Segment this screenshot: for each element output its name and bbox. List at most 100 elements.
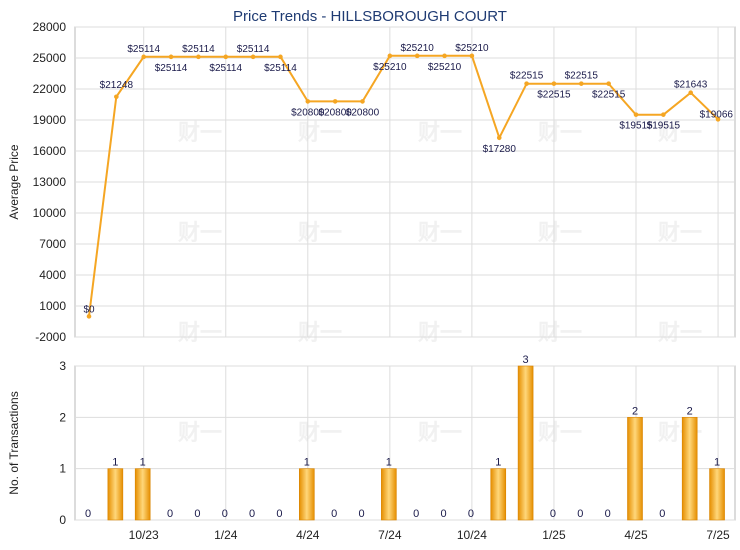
watermark-text: 财一: [178, 421, 222, 446]
transaction-bar: [517, 365, 534, 521]
price-data-label: $20800: [318, 107, 352, 118]
x-axis-tick-label: 7/25: [706, 528, 730, 542]
price-point: [715, 117, 721, 122]
watermark-text: 财一: [418, 321, 462, 346]
transaction-bar-label: 0: [577, 508, 583, 520]
price-data-label: $19515: [619, 121, 653, 132]
line-chart-y-tick-label: 25000: [33, 51, 67, 65]
transaction-bar-label: 0: [85, 508, 91, 520]
x-axis-tick-label: 7/24: [378, 528, 402, 542]
price-data-label: $19066: [700, 109, 734, 120]
line-chart-y-tick-label: 7000: [39, 237, 66, 251]
transaction-bar-label: 0: [249, 508, 255, 520]
price-data-label: $25114: [155, 63, 188, 74]
transaction-bar-label: 0: [331, 508, 337, 520]
price-line: [88, 54, 719, 317]
x-axis-tick-label: 10/23: [129, 528, 159, 542]
price-data-label: $20800: [291, 107, 325, 118]
transaction-bar-label: 1: [386, 457, 392, 469]
transaction-bar: [627, 417, 643, 521]
transaction-bar-label: 2: [632, 405, 638, 417]
transaction-bar: [134, 468, 151, 521]
price-data-label: $25114: [237, 44, 270, 55]
line-chart-y-tick-label: 13000: [33, 175, 67, 189]
price-data-label: $25114: [209, 63, 242, 74]
price-data-label: $22515: [592, 90, 626, 101]
price-data-label: $25210: [455, 43, 489, 54]
price-point: [250, 54, 256, 60]
transaction-bar-label: 0: [276, 508, 282, 520]
watermark-text: 财一: [298, 321, 342, 346]
watermark-text: 财一: [418, 121, 462, 146]
price-point: [606, 81, 611, 86]
transaction-bar-label: 1: [495, 457, 501, 469]
bar-chart-y-tick-label: 0: [59, 513, 66, 527]
price-point: [196, 54, 201, 60]
transaction-bar-label: 0: [222, 508, 228, 520]
price-point: [524, 81, 529, 86]
transaction-bar: [709, 468, 725, 521]
transaction-bar-label: 0: [659, 508, 665, 520]
price-point: [579, 81, 584, 86]
watermark-text: 财一: [418, 421, 462, 446]
price-point: [332, 99, 338, 104]
price-data-label: $21643: [674, 80, 708, 91]
bar-chart-y-tick-label: 3: [59, 359, 66, 373]
transaction-bar: [381, 468, 397, 521]
line-chart-y-tick-label: -2000: [35, 330, 66, 344]
transaction-bar-label: 1: [304, 457, 310, 469]
line-chart-y-tick-label: 28000: [33, 20, 67, 34]
price-data-label: $21248: [100, 80, 134, 91]
transaction-bar-label: 0: [194, 508, 200, 520]
transaction-bar-label: 0: [358, 508, 364, 520]
transaction-bar-label: 0: [605, 508, 611, 520]
price-point: [661, 112, 666, 117]
price-data-label: $25114: [127, 44, 160, 55]
price-point: [223, 54, 229, 60]
price-point: [469, 53, 475, 59]
transaction-bar-label: 1: [112, 457, 118, 469]
line-chart-y-tick-label: 22000: [33, 82, 67, 96]
watermark-text: 财一: [658, 321, 702, 346]
transaction-bar: [107, 468, 124, 521]
watermark-text: 财一: [538, 421, 582, 446]
watermark-text: 财一: [538, 321, 582, 346]
transaction-bar-label: 0: [167, 508, 173, 520]
line-chart-y-ticks: -2000 1000 4000 7000 10000 13000 16000 19000 220…: [33, 20, 67, 344]
price-point: [141, 54, 146, 60]
transactions-series: 0 1 1 0 0 0 0 0 1 0 0 1 0 0 0 1 3 0 0 0 2 0 2 1: [85, 354, 725, 521]
price-data-label: $20800: [346, 107, 380, 118]
line-chart-y-axis-label: Average Price: [7, 144, 21, 219]
watermark-text: 财一: [178, 121, 222, 146]
bar-chart-y-axis-label: No. of Transactions: [7, 391, 21, 494]
transaction-bar-label: 3: [523, 354, 529, 366]
price-point: [114, 94, 119, 100]
price-data-label: $25210: [428, 62, 462, 73]
watermark-text: 财一: [538, 121, 582, 146]
watermark-text: 财一: [298, 121, 342, 146]
watermark-text: 财一: [658, 121, 702, 146]
transaction-bar-label: 0: [440, 508, 446, 520]
line-chart-y-tick-label: 16000: [33, 144, 67, 158]
price-point: [387, 53, 393, 59]
price-data-label: $25210: [401, 43, 435, 54]
price-data-label: $25114: [264, 63, 297, 74]
transaction-bar: [490, 468, 507, 521]
x-axis-tick-label: 10/24: [457, 528, 487, 542]
price-point: [360, 99, 365, 104]
price-point: [688, 90, 693, 95]
price-point: [168, 54, 174, 60]
price-point: [633, 112, 639, 117]
price-point: [414, 53, 420, 59]
x-axis-tick-label: 1/25: [542, 528, 566, 542]
line-chart-grid: [75, 26, 735, 338]
transaction-bar-label: 0: [413, 508, 419, 520]
line-chart-y-tick-label: 1000: [39, 299, 66, 313]
watermark-text: 财一: [298, 221, 342, 246]
price-data-label: $25114: [182, 44, 215, 55]
transaction-bar-label: 2: [687, 405, 693, 417]
watermark-text: 财一: [538, 221, 582, 246]
